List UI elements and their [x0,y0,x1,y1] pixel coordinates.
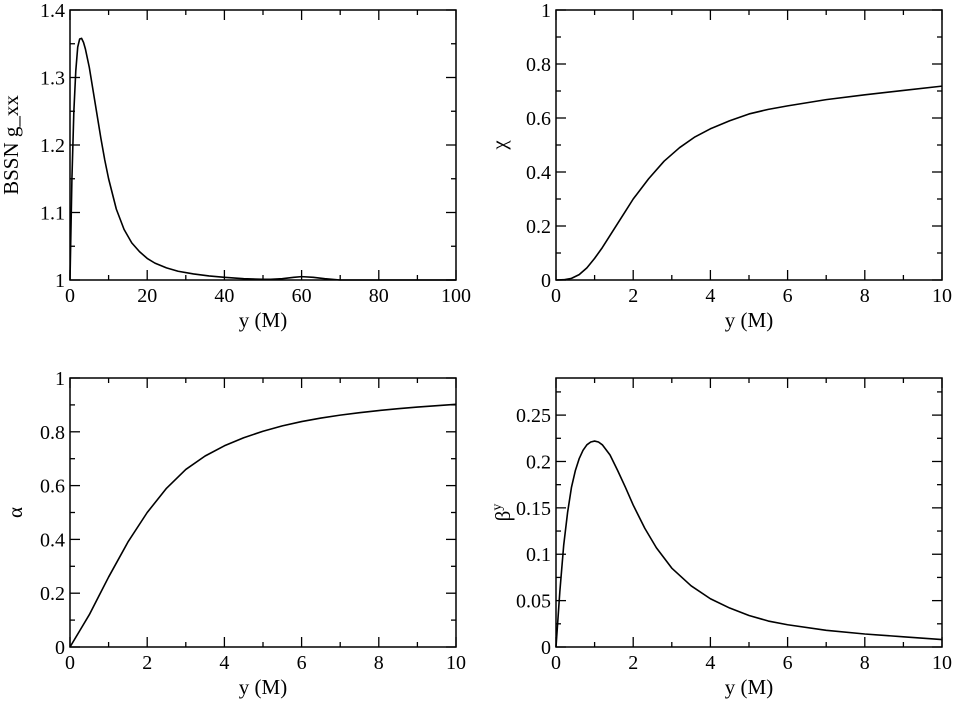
alpha-x-tick-label: 4 [219,652,229,674]
alpha-series-line [69,403,457,648]
beta-x-tick-label: 6 [783,652,793,674]
beta-y-axis-label: βy [490,504,515,522]
alpha-x-tick-label: 0 [65,652,75,674]
chi-x-axis-label: y (M) [725,308,773,332]
panel-chi-chart: 0 2 4 6 8 10 0 0.2 0.4 0.6 0.8 1 y (M) χ [487,0,952,332]
chi-y-tick-label: 0.6 [526,108,551,130]
alpha-y-tick-label: 0.6 [40,476,65,498]
alpha-y-tick-label: 0.8 [40,422,65,444]
beta-x-tick-label: 8 [860,652,870,674]
chi-x-tick-label: 4 [705,285,715,307]
alpha-y-tick-label: 0.4 [40,529,65,551]
chi-x-tick-label: 0 [551,285,561,307]
gxx-y-tick-label: 1.2 [40,135,65,157]
gxx-x-tick-label: 40 [214,285,234,307]
beta-x-tick-label: 2 [628,652,638,674]
panel-gxx-chart: 0 20 40 60 80 100 1 1.1 1.2 1.3 1.4 y (M) BSSN g_xx [0,0,471,332]
gxx-y-axis-label: BSSN g_xx [0,95,23,195]
beta-y-axis-label-text: β [491,511,515,522]
chi-x-tick-label: 6 [783,285,793,307]
alpha-y-tick-label: 0.2 [40,583,65,605]
beta-y-tick-label: 0.15 [516,498,551,520]
gxx-y-tick-label: 1.3 [40,68,65,90]
beta-series-line [555,440,943,648]
gxx-plot-frame [69,9,457,281]
beta-x-tick-label: 0 [551,652,561,674]
beta-x-axis-label: y (M) [725,675,773,699]
chi-x-tick-label: 2 [628,285,638,307]
gxx-x-tick-label: 100 [441,285,471,307]
gxx-series-line [69,37,456,281]
gxx-x-tick-label: 20 [137,285,157,307]
beta-y-tick-label: 0.05 [516,591,551,613]
alpha-y-axis-label: α [3,507,27,518]
chi-series-line [555,85,943,281]
beta-y-tick-label: 0 [541,637,551,659]
gxx-x-axis-label: y (M) [239,308,287,332]
beta-plot-frame [555,377,943,648]
gxx-y-axis-label-text: BSSN g_xx [0,95,23,195]
chi-y-axis-label: χ [487,140,511,151]
gxx-x-tick-label: 0 [65,285,75,307]
chi-plot-frame [555,9,943,281]
alpha-plot-frame [69,377,457,648]
chi-y-axis-label-text: χ [487,140,511,151]
beta-x-tick-label: 10 [932,652,952,674]
alpha-y-tick-label: 1 [55,368,65,390]
alpha-x-tick-label: 8 [374,652,384,674]
panel-alpha-chart: 0 2 4 6 8 10 0 0.2 0.4 0.6 0.8 1 y (M) α [3,368,466,699]
chi-y-tick-label: 0 [541,270,551,292]
chi-y-tick-label: 0.2 [526,216,551,238]
gxx-y-tick-label: 1.4 [40,0,65,22]
chi-y-tick-label: 1 [541,0,551,22]
beta-x-tick-label: 4 [705,652,715,674]
panel-beta-chart: 0 2 4 6 8 10 0 0.05 0.1 0.15 0.2 0.25 y (M) βy [490,377,952,699]
chi-y-tick-label: 0.8 [526,54,551,76]
gxx-x-tick-label: 60 [292,285,312,307]
gxx-y-tick-label: 1.1 [40,203,65,225]
beta-y-tick-label: 0.25 [516,405,551,427]
alpha-y-tick-label: 0 [55,637,65,659]
beta-y-tick-label: 0.2 [526,451,551,473]
chi-x-tick-label: 8 [860,285,870,307]
alpha-x-axis-label: y (M) [239,675,287,699]
alpha-x-tick-label: 2 [142,652,152,674]
beta-y-tick-label: 0.1 [526,544,551,566]
beta-y-axis-label-superscript: y [490,504,505,511]
chi-x-tick-label: 10 [932,285,952,307]
alpha-y-axis-label-text: α [3,507,27,518]
chi-y-tick-label: 0.4 [526,162,551,184]
gxx-y-tick-label: 1 [55,270,65,292]
alpha-x-tick-label: 10 [446,652,466,674]
alpha-x-tick-label: 6 [297,652,307,674]
gxx-x-tick-label: 80 [369,285,389,307]
